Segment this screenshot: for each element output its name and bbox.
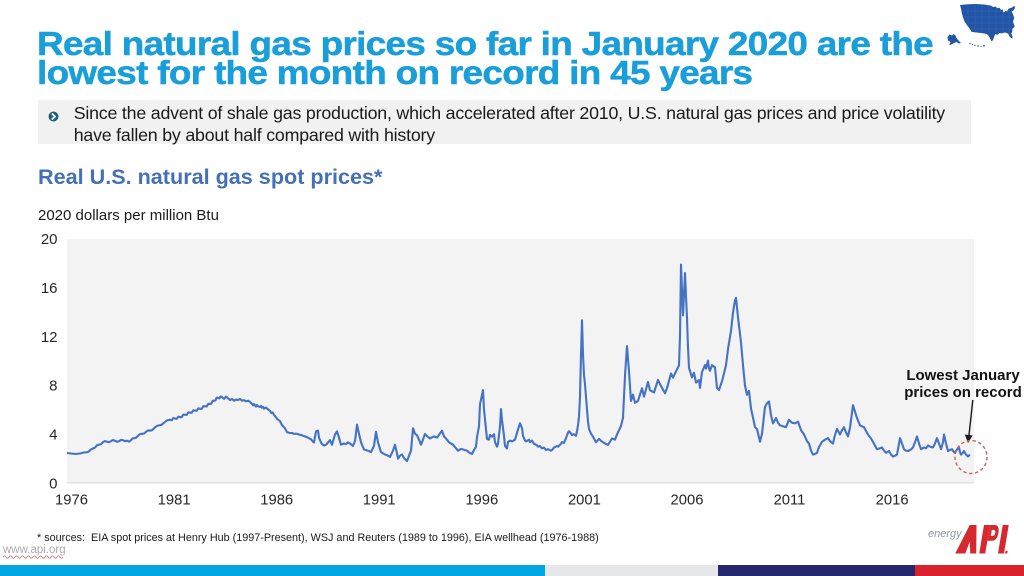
svg-text:16: 16 <box>41 280 58 297</box>
svg-text:2011: 2011 <box>774 493 806 509</box>
svg-text:2001: 2001 <box>568 493 601 509</box>
svg-text:12: 12 <box>41 329 58 346</box>
svg-text:2016: 2016 <box>876 493 909 509</box>
svg-text:4: 4 <box>49 427 57 444</box>
svg-text:1976: 1976 <box>55 493 88 509</box>
svg-text:0: 0 <box>49 476 57 493</box>
svg-text:20: 20 <box>41 231 58 248</box>
svg-text:prices on record: prices on record <box>904 384 1022 401</box>
svg-text:1991: 1991 <box>363 493 396 509</box>
svg-text:8: 8 <box>49 378 57 395</box>
svg-text:1986: 1986 <box>260 493 293 509</box>
svg-text:1981: 1981 <box>158 493 191 509</box>
svg-text:2006: 2006 <box>671 493 704 509</box>
svg-text:1996: 1996 <box>465 493 498 509</box>
svg-text:Lowest January: Lowest January <box>906 367 1020 384</box>
